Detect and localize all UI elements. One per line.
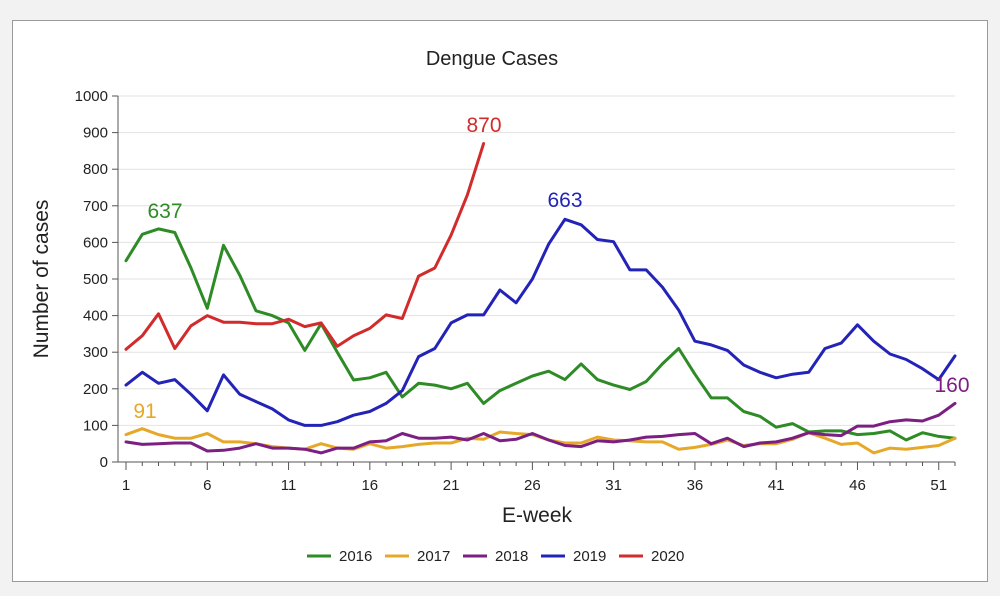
legend-item-2017: 2017 [385,548,450,565]
y-tick-label: 100 [83,417,108,434]
series-line-2018 [124,401,957,455]
x-tick-label: 16 [361,477,378,494]
y-tick-label: 200 [83,381,108,398]
chart-title: Dengue Cases [426,48,558,70]
legend-label: 2017 [417,548,450,565]
x-tick-label: 36 [687,477,704,494]
x-tick-label: 6 [203,477,211,494]
y-tick-label: 400 [83,308,108,325]
annotations: 637 91 870 663 160 [133,114,969,423]
x-tick-label: 26 [524,477,541,494]
x-axis-title: E-week [502,504,573,527]
series-line-2016 [124,227,957,442]
annotation-2017: 91 [133,400,156,423]
x-tick-label: 31 [605,477,622,494]
annotation-2016: 637 [147,200,182,223]
legend-label: 2019 [573,548,606,565]
x-tick-label: 1 [122,477,130,494]
y-tick-label: 800 [83,161,108,178]
x-tick-label: 11 [281,477,297,494]
series-layer [124,142,957,455]
y-tick-label: 1000 [75,88,108,105]
y-tick-label: 600 [83,234,108,251]
x-tick-label: 46 [849,477,866,494]
series-line-2019 [124,217,957,427]
y-tick-label: 500 [83,271,108,288]
x-tick-label: 41 [768,477,785,494]
legend-item-2016: 2016 [307,548,372,565]
annotation-2019: 663 [547,189,582,212]
legend: 2016 2017 2018 2019 2020 [307,548,684,565]
x-tick-label: 51 [930,477,947,494]
legend-label: 2016 [339,548,372,565]
legend-item-2018: 2018 [463,548,528,565]
x-tick-label: 21 [443,477,460,494]
series-line-2020 [124,142,486,351]
y-tick-label: 300 [83,344,108,361]
legend-label: 2018 [495,548,528,565]
y-tick-label: 900 [83,125,108,142]
y-tick-label: 700 [83,198,108,215]
legend-label: 2020 [651,548,684,565]
annotation-2018: 160 [934,374,969,397]
chart-frame [12,20,988,582]
gridlines [118,95,955,463]
legend-item-2020: 2020 [619,548,684,565]
legend-item-2019: 2019 [541,548,606,565]
y-tick-label: 0 [100,454,108,471]
y-axis-title: Number of cases [30,200,53,359]
annotation-2020: 870 [466,114,501,137]
